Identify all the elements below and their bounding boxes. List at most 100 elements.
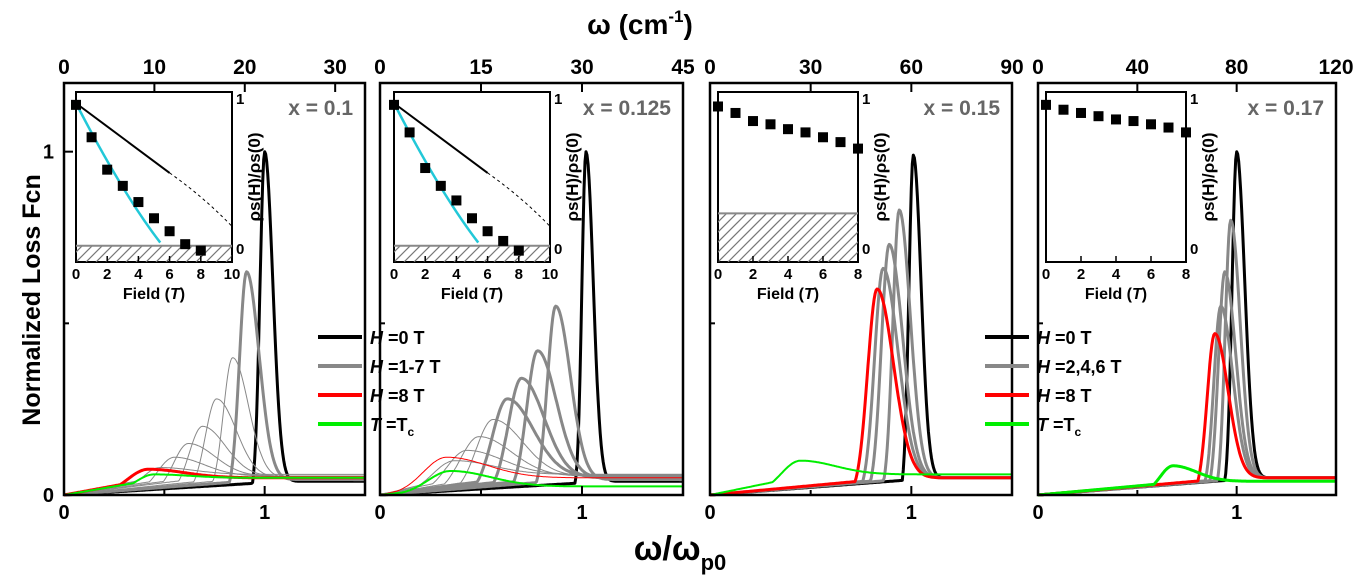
inset-point [404, 127, 415, 138]
inset-x-tick-label: 4 [1112, 266, 1121, 283]
inset-point [835, 137, 846, 148]
inset-point [435, 180, 446, 191]
hatch-line [76, 245, 83, 253]
top-tick-label: 80 [1225, 56, 1248, 79]
top-tick-label: 0 [704, 56, 716, 79]
series-line-2 [379, 304, 684, 497]
hatch-line [718, 213, 738, 233]
inset-point [748, 116, 758, 127]
inset-point [467, 213, 477, 224]
inset-y-tick-label: 0 [236, 241, 244, 258]
hatch-line [618, 213, 667, 262]
top-tick-label: 40 [1126, 56, 1149, 79]
hatch-line [533, 245, 550, 263]
inset-x-tick-label: 2 [103, 266, 111, 283]
hatch-line [638, 213, 687, 262]
hatch-line [294, 246, 310, 262]
hatch-line [483, 245, 501, 263]
model-line [75, 102, 171, 174]
inset-xlabel-b: ) [180, 286, 185, 303]
hatch-line [324, 246, 340, 262]
hatch-line [334, 246, 350, 262]
inset-point [1058, 104, 1069, 115]
inset-point [117, 180, 128, 191]
x-tick-label: 1 [1231, 502, 1242, 524]
hatch-line [473, 245, 491, 263]
top-axis-title: ω (cm-1) [587, 7, 693, 40]
y-tick-label: 0 [43, 485, 54, 507]
inset-xlabel: Field (T) [757, 286, 819, 303]
series-line-6 [1037, 464, 1337, 497]
inset-point [86, 132, 97, 143]
hatch-line [648, 213, 697, 262]
inset-x-tick-label: 6 [483, 266, 491, 283]
hatch-line [463, 245, 481, 263]
inset-point [1076, 107, 1086, 118]
hatch-line [304, 246, 320, 262]
legend-1: H =0 T H =1-7 T H =8 T T =Tc [318, 328, 441, 439]
hatch-line [105, 245, 123, 263]
top-axis-title-main: ω (cm [587, 9, 668, 40]
hatch-line [225, 255, 232, 263]
hatch-line [543, 255, 550, 263]
hatch-line [205, 245, 223, 263]
hatch-line [403, 245, 421, 263]
legend-label: H =0 T [370, 328, 425, 348]
inset-x-tick-label: 10 [542, 266, 559, 283]
inset-point [713, 101, 723, 112]
inset-ylabel: ρs(H)/ρs(0) [1199, 132, 1218, 221]
inset-point [149, 213, 159, 224]
inset-x-tick-label: 0 [1042, 266, 1050, 283]
hatch-line [564, 246, 580, 262]
hatch-line [847, 251, 858, 262]
hatch-line [215, 245, 232, 263]
series-line-3 [1037, 270, 1337, 497]
hatch-line [608, 213, 657, 262]
hatch-line [284, 246, 300, 262]
series-line-9 [379, 460, 683, 496]
top-tick-label: 10 [143, 56, 166, 79]
hatch-line [817, 221, 858, 262]
inset-point [800, 127, 811, 138]
hatch-line [727, 213, 778, 262]
inset-frame [75, 91, 233, 263]
top-tick-label: 60 [900, 56, 923, 79]
hatch-line [747, 213, 798, 262]
hatch-line [0, 246, 2, 262]
hatch-line [0, 246, 12, 262]
hatch-line [95, 245, 113, 263]
hatch-line [737, 213, 788, 262]
top-tick-label: 15 [469, 56, 493, 79]
x-tick-label: 1 [259, 502, 270, 524]
legend-label: T =Tc [1037, 415, 1082, 439]
inset-point [1111, 114, 1121, 125]
inset-x-tick-label: 0 [714, 266, 722, 283]
inset-point [195, 245, 206, 256]
x-tick-label: 1 [906, 502, 917, 524]
inset-x-tick-label: 4 [784, 266, 793, 283]
top-tick-label: 20 [233, 56, 256, 79]
bottom-axis-title: ω/ωp0 [634, 530, 727, 575]
hatch-line [76, 245, 93, 263]
hatch-line [807, 213, 858, 262]
top-axis-title-sup: -1 [668, 7, 683, 26]
inset-xlabel-a: Field ( [1085, 286, 1133, 303]
hatch-line [767, 213, 818, 262]
inset-point [1146, 119, 1156, 130]
inset-point [133, 197, 144, 208]
hatch-line [433, 245, 451, 263]
x-tick-label: 0 [58, 502, 69, 524]
inset-xlabel-b: ) [1142, 286, 1147, 303]
hatch-line [314, 246, 330, 262]
series-line-5 [709, 287, 1013, 497]
hatch-line [628, 213, 677, 262]
inset-xlabel-t: T [170, 286, 181, 303]
inset-x-tick-label: 8 [1182, 266, 1190, 283]
y-axis-title: Normalized Loss Fcn [18, 174, 46, 425]
inset-xlabel: Field (T) [441, 286, 503, 303]
hatch-line [443, 245, 461, 263]
inset-xlabel-t: T [1132, 286, 1143, 303]
